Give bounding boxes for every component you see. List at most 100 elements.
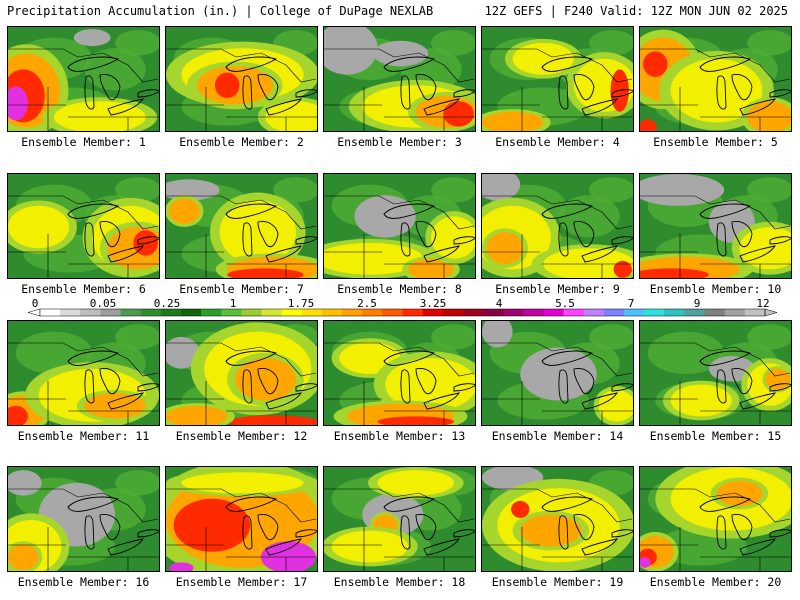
ensemble-member-label: Ensemble Member: 16 — [17, 575, 150, 589]
colorbar-segment — [684, 309, 705, 316]
great-lake-outline — [400, 222, 411, 257]
colorbar-segment — [503, 309, 524, 316]
great-lake-outline — [99, 514, 121, 541]
state-border — [640, 48, 791, 83]
precipitation-map-graphic — [324, 321, 475, 425]
state-border — [482, 195, 633, 230]
ensemble-member-label: Ensemble Member: 11 — [17, 429, 150, 443]
ensemble-member-map — [7, 320, 160, 426]
colorbar-tick-label: 1 — [229, 297, 237, 310]
precip-region-orange — [8, 544, 39, 570]
great-lake-outline — [242, 369, 253, 404]
great-lake-outline — [257, 368, 279, 395]
great-lake-outline — [423, 98, 460, 116]
great-lake-outline — [558, 515, 569, 550]
great-lake-outline — [242, 75, 253, 110]
state-border — [8, 48, 159, 83]
great-lake-outline — [107, 98, 144, 116]
ensemble-member-map — [323, 320, 476, 426]
great-lake-outline — [67, 56, 120, 72]
colorbar-tick-label: 9 — [693, 297, 701, 310]
colorbar-segment — [261, 309, 282, 316]
precip-region-light — [115, 324, 159, 350]
colorbar-graphic — [27, 308, 778, 317]
map-title: Precipitation Accumulation (in.) | Colle… — [7, 4, 434, 18]
great-lake-outline — [731, 368, 753, 395]
precip-region-red — [613, 260, 632, 278]
precip-region-red — [214, 72, 240, 99]
colorbar-tick-label: 1.75 — [287, 297, 315, 310]
precipitation-map-graphic — [166, 174, 317, 278]
precip-region-light — [747, 324, 791, 350]
great-lake-outline — [84, 75, 95, 110]
great-lake-outline — [611, 529, 633, 538]
great-lake-outline — [611, 236, 633, 245]
great-lake-outline — [242, 515, 253, 550]
great-lake-outline — [383, 350, 436, 366]
great-lake-outline — [265, 538, 302, 556]
precip-region-yellow — [670, 384, 732, 417]
precip-region-gray — [324, 27, 378, 75]
great-lake-outline — [716, 75, 727, 110]
great-lake-outline — [558, 369, 569, 404]
precipitation-map-graphic — [482, 321, 633, 425]
ensemble-member-label: Ensemble Member: 20 — [649, 575, 782, 589]
great-lake-outline — [769, 236, 791, 245]
state-border — [166, 195, 317, 230]
great-lake-outline — [415, 514, 437, 541]
great-lake-outline — [699, 203, 752, 219]
precip-region-orange — [169, 198, 200, 224]
precip-region-yellow — [8, 205, 70, 249]
great-lake-outline — [558, 222, 569, 257]
colorbar-segment — [724, 309, 746, 316]
precip-region-yellow — [331, 530, 409, 563]
precip-region-gray — [166, 179, 220, 201]
ensemble-member-map — [323, 466, 476, 572]
great-lake-outline — [716, 222, 727, 257]
precipitation-map-graphic — [640, 174, 791, 278]
great-lake-outline — [295, 236, 317, 245]
precip-region-orange — [166, 405, 228, 425]
precipitation-map-graphic — [324, 467, 475, 571]
great-lake-outline — [739, 245, 776, 263]
precip-region-light — [589, 177, 633, 203]
ensemble-member-label: Ensemble Member: 3 — [337, 135, 462, 149]
precip-region-yellow — [53, 101, 146, 131]
colorbar-segment — [180, 309, 202, 316]
great-lake-outline — [242, 222, 253, 257]
great-lake-outline — [716, 369, 727, 404]
precipitation-map-graphic — [8, 27, 159, 131]
great-lake-outline — [67, 203, 120, 219]
precipitation-map-graphic — [8, 321, 159, 425]
great-lake-outline — [731, 514, 753, 541]
ensemble-member-label: Ensemble Member: 5 — [653, 135, 778, 149]
precipitation-map-graphic — [166, 467, 317, 571]
precip-region-red — [377, 416, 455, 425]
precipitation-map-graphic — [640, 467, 791, 571]
precipitation-map-graphic — [640, 321, 791, 425]
ensemble-member-label: Ensemble Member: 9 — [495, 282, 620, 296]
state-border — [166, 342, 317, 377]
ensemble-member-label: Ensemble Member: 6 — [21, 282, 146, 296]
precip-region-light — [115, 30, 159, 56]
colorbar-segment — [221, 309, 242, 316]
great-lake-outline — [137, 383, 159, 392]
precip-region-orange — [765, 368, 790, 390]
precipitation-map-graphic — [324, 174, 475, 278]
state-border — [8, 195, 159, 230]
precip-region-gray — [482, 321, 513, 348]
great-lake-outline — [731, 221, 753, 248]
great-lake-outline — [453, 383, 475, 392]
precipitation-map-graphic — [482, 174, 633, 278]
precip-region-magenta — [640, 557, 651, 568]
great-lake-outline — [257, 221, 279, 248]
colorbar-segment — [201, 309, 222, 316]
ensemble-member-label: Ensemble Member: 8 — [337, 282, 462, 296]
state-border — [482, 488, 633, 523]
great-lake-outline — [67, 496, 120, 512]
colorbar-tick-label: 0 — [31, 297, 39, 310]
great-lake-outline — [573, 514, 595, 541]
colorbar-tick-label: 4 — [495, 297, 503, 310]
state-border — [324, 342, 475, 377]
great-lake-outline — [99, 221, 121, 248]
